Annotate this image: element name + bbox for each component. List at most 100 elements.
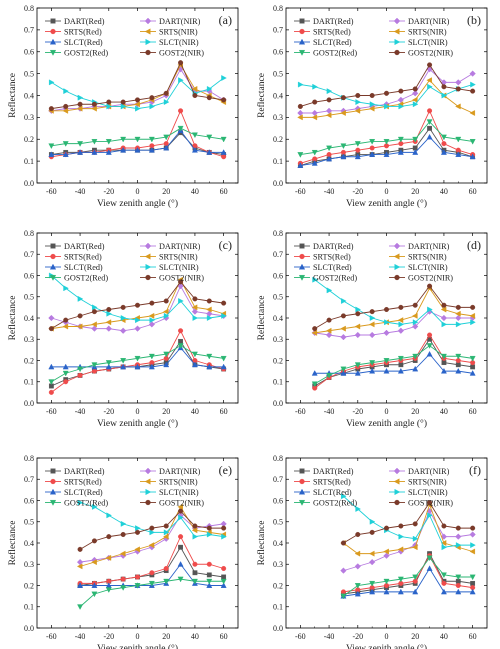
legend-item: SRTS(NIR) — [140, 478, 198, 487]
data-point-slct-red — [455, 151, 462, 157]
y-tick-label: 0.5 — [24, 293, 34, 302]
data-point-gost2-nir — [134, 529, 141, 535]
x-tick-label: 0 — [136, 407, 140, 416]
data-point-slct-nir — [441, 544, 448, 551]
data-point-slct-nir — [312, 83, 318, 90]
data-point-gost2-red — [91, 362, 98, 368]
legend-marker — [299, 18, 305, 24]
data-point-gost2-nir — [149, 95, 155, 101]
data-point-gost2-nir — [383, 90, 390, 96]
legend-marker — [50, 28, 56, 35]
data-point-gost2-nir — [383, 306, 390, 313]
data-point-slct-nir — [455, 542, 462, 549]
data-point-gost2-nir — [412, 302, 418, 308]
y-tick-label: 0.1 — [24, 603, 34, 612]
legend-marker — [299, 28, 305, 35]
series-line-srts-red — [51, 329, 224, 393]
data-point-srts-red — [455, 582, 461, 589]
legend-item: GOST2(Red) — [294, 499, 357, 508]
data-point-gost2-red — [397, 136, 404, 143]
y-tick-label: 0.6 — [273, 48, 283, 57]
data-point-srts-nir — [148, 542, 155, 549]
data-point-gost2-nir — [221, 300, 227, 306]
legend-item: DART(Red) — [294, 467, 354, 476]
y-tick-label: 0.8 — [24, 454, 34, 463]
data-point-slct-red — [340, 153, 347, 160]
data-point-gost2-nir — [63, 317, 69, 323]
data-point-gost2-red — [191, 351, 198, 358]
data-point-slct-red — [105, 363, 112, 370]
legend-item: SRTS(Red) — [294, 28, 351, 37]
legend-label: DART(NIR) — [408, 467, 450, 476]
y-tick-label: 0.4 — [24, 314, 34, 323]
x-tick-label: -40 — [75, 632, 86, 641]
x-tick-label: 20 — [162, 187, 170, 196]
data-point-gost2-red — [440, 353, 447, 360]
data-point-slct-nir — [106, 103, 112, 110]
legend-item: GOST2(NIR) — [140, 274, 204, 283]
legend-marker — [50, 478, 56, 485]
data-point-slct-red — [383, 367, 390, 374]
data-point-srts-red — [369, 145, 375, 151]
data-point-gost2-nir — [326, 97, 332, 103]
data-point-gost2-nir — [427, 62, 433, 68]
y-tick-label: 0.0 — [24, 179, 34, 188]
data-point-slct-nir — [206, 315, 213, 321]
data-point-slct-nir — [384, 319, 390, 326]
legend-label: DART(Red) — [64, 467, 105, 476]
x-tick-label: -40 — [75, 187, 86, 196]
data-point-srts-nir — [163, 308, 169, 315]
y-tick-label: 0.6 — [24, 271, 34, 280]
legend-marker — [144, 17, 152, 25]
data-point-slct-nir — [106, 512, 112, 519]
legend-label: DART(NIR) — [159, 242, 201, 251]
x-tick-label: -20 — [352, 407, 363, 416]
data-point-gost2-red — [326, 145, 333, 152]
legend-item: SLCT(Red) — [45, 488, 103, 497]
data-point-slct-nir — [206, 531, 213, 538]
data-point-slct-red — [397, 588, 404, 595]
y-tick-label: 0.4 — [24, 91, 34, 100]
data-point-gost2-red — [163, 351, 170, 358]
data-point-slct-red — [91, 582, 98, 588]
data-point-gost2-red — [426, 343, 433, 349]
data-point-srts-nir — [383, 548, 389, 555]
panel-e: -60 -40 -20 0 20 40 60 0.0 0.1 0.2 0.3 0.4 0.5 0.6 0.7… — [7, 454, 239, 649]
data-point-srts-red — [178, 534, 184, 540]
x-tick-label: 60 — [220, 407, 228, 416]
legend-item: DART(NIR) — [140, 467, 201, 476]
data-point-gost2-red — [455, 136, 462, 143]
data-point-slct-nir — [135, 105, 141, 112]
data-point-gost2-nir — [340, 540, 346, 546]
legend-marker — [299, 468, 305, 474]
legend-label: DART(Red) — [313, 17, 354, 26]
legend-item: GOST2(Red) — [294, 274, 357, 283]
legend-label: GOST2(Red) — [64, 49, 108, 58]
data-point-slct-nir — [149, 529, 156, 536]
legend-item: GOST2(NIR) — [389, 499, 453, 508]
data-point-slct-red — [48, 363, 55, 370]
data-point-dart-nir — [469, 70, 476, 77]
legend-label: DART(Red) — [313, 467, 354, 476]
y-tick-label: 0.5 — [273, 69, 283, 78]
series-line-gost2-red — [314, 345, 473, 385]
legend-item: DART(Red) — [45, 17, 105, 26]
data-point-gost2-nir — [427, 283, 433, 289]
y-tick-label: 0.2 — [24, 135, 34, 144]
data-point-gost2-nir — [178, 508, 184, 514]
data-point-gost2-red — [426, 555, 433, 562]
legend-marker — [49, 38, 57, 45]
legend-label: DART(NIR) — [408, 17, 450, 26]
data-point-gost2-nir — [470, 304, 476, 310]
data-point-gost2-red — [120, 585, 127, 591]
data-point-slct-nir — [312, 276, 318, 283]
x-axis-title: View zenith angle (°) — [97, 198, 178, 209]
data-point-gost2-red — [148, 580, 155, 587]
data-point-slct-red — [311, 160, 318, 166]
legend-item: SLCT(Red) — [294, 263, 352, 272]
data-point-slct-nir — [221, 312, 227, 319]
legend-item: SRTS(Red) — [45, 478, 102, 487]
data-point-gost2-red — [220, 355, 227, 362]
data-point-gost2-nir — [206, 298, 212, 304]
data-point-slct-nir — [178, 298, 184, 304]
